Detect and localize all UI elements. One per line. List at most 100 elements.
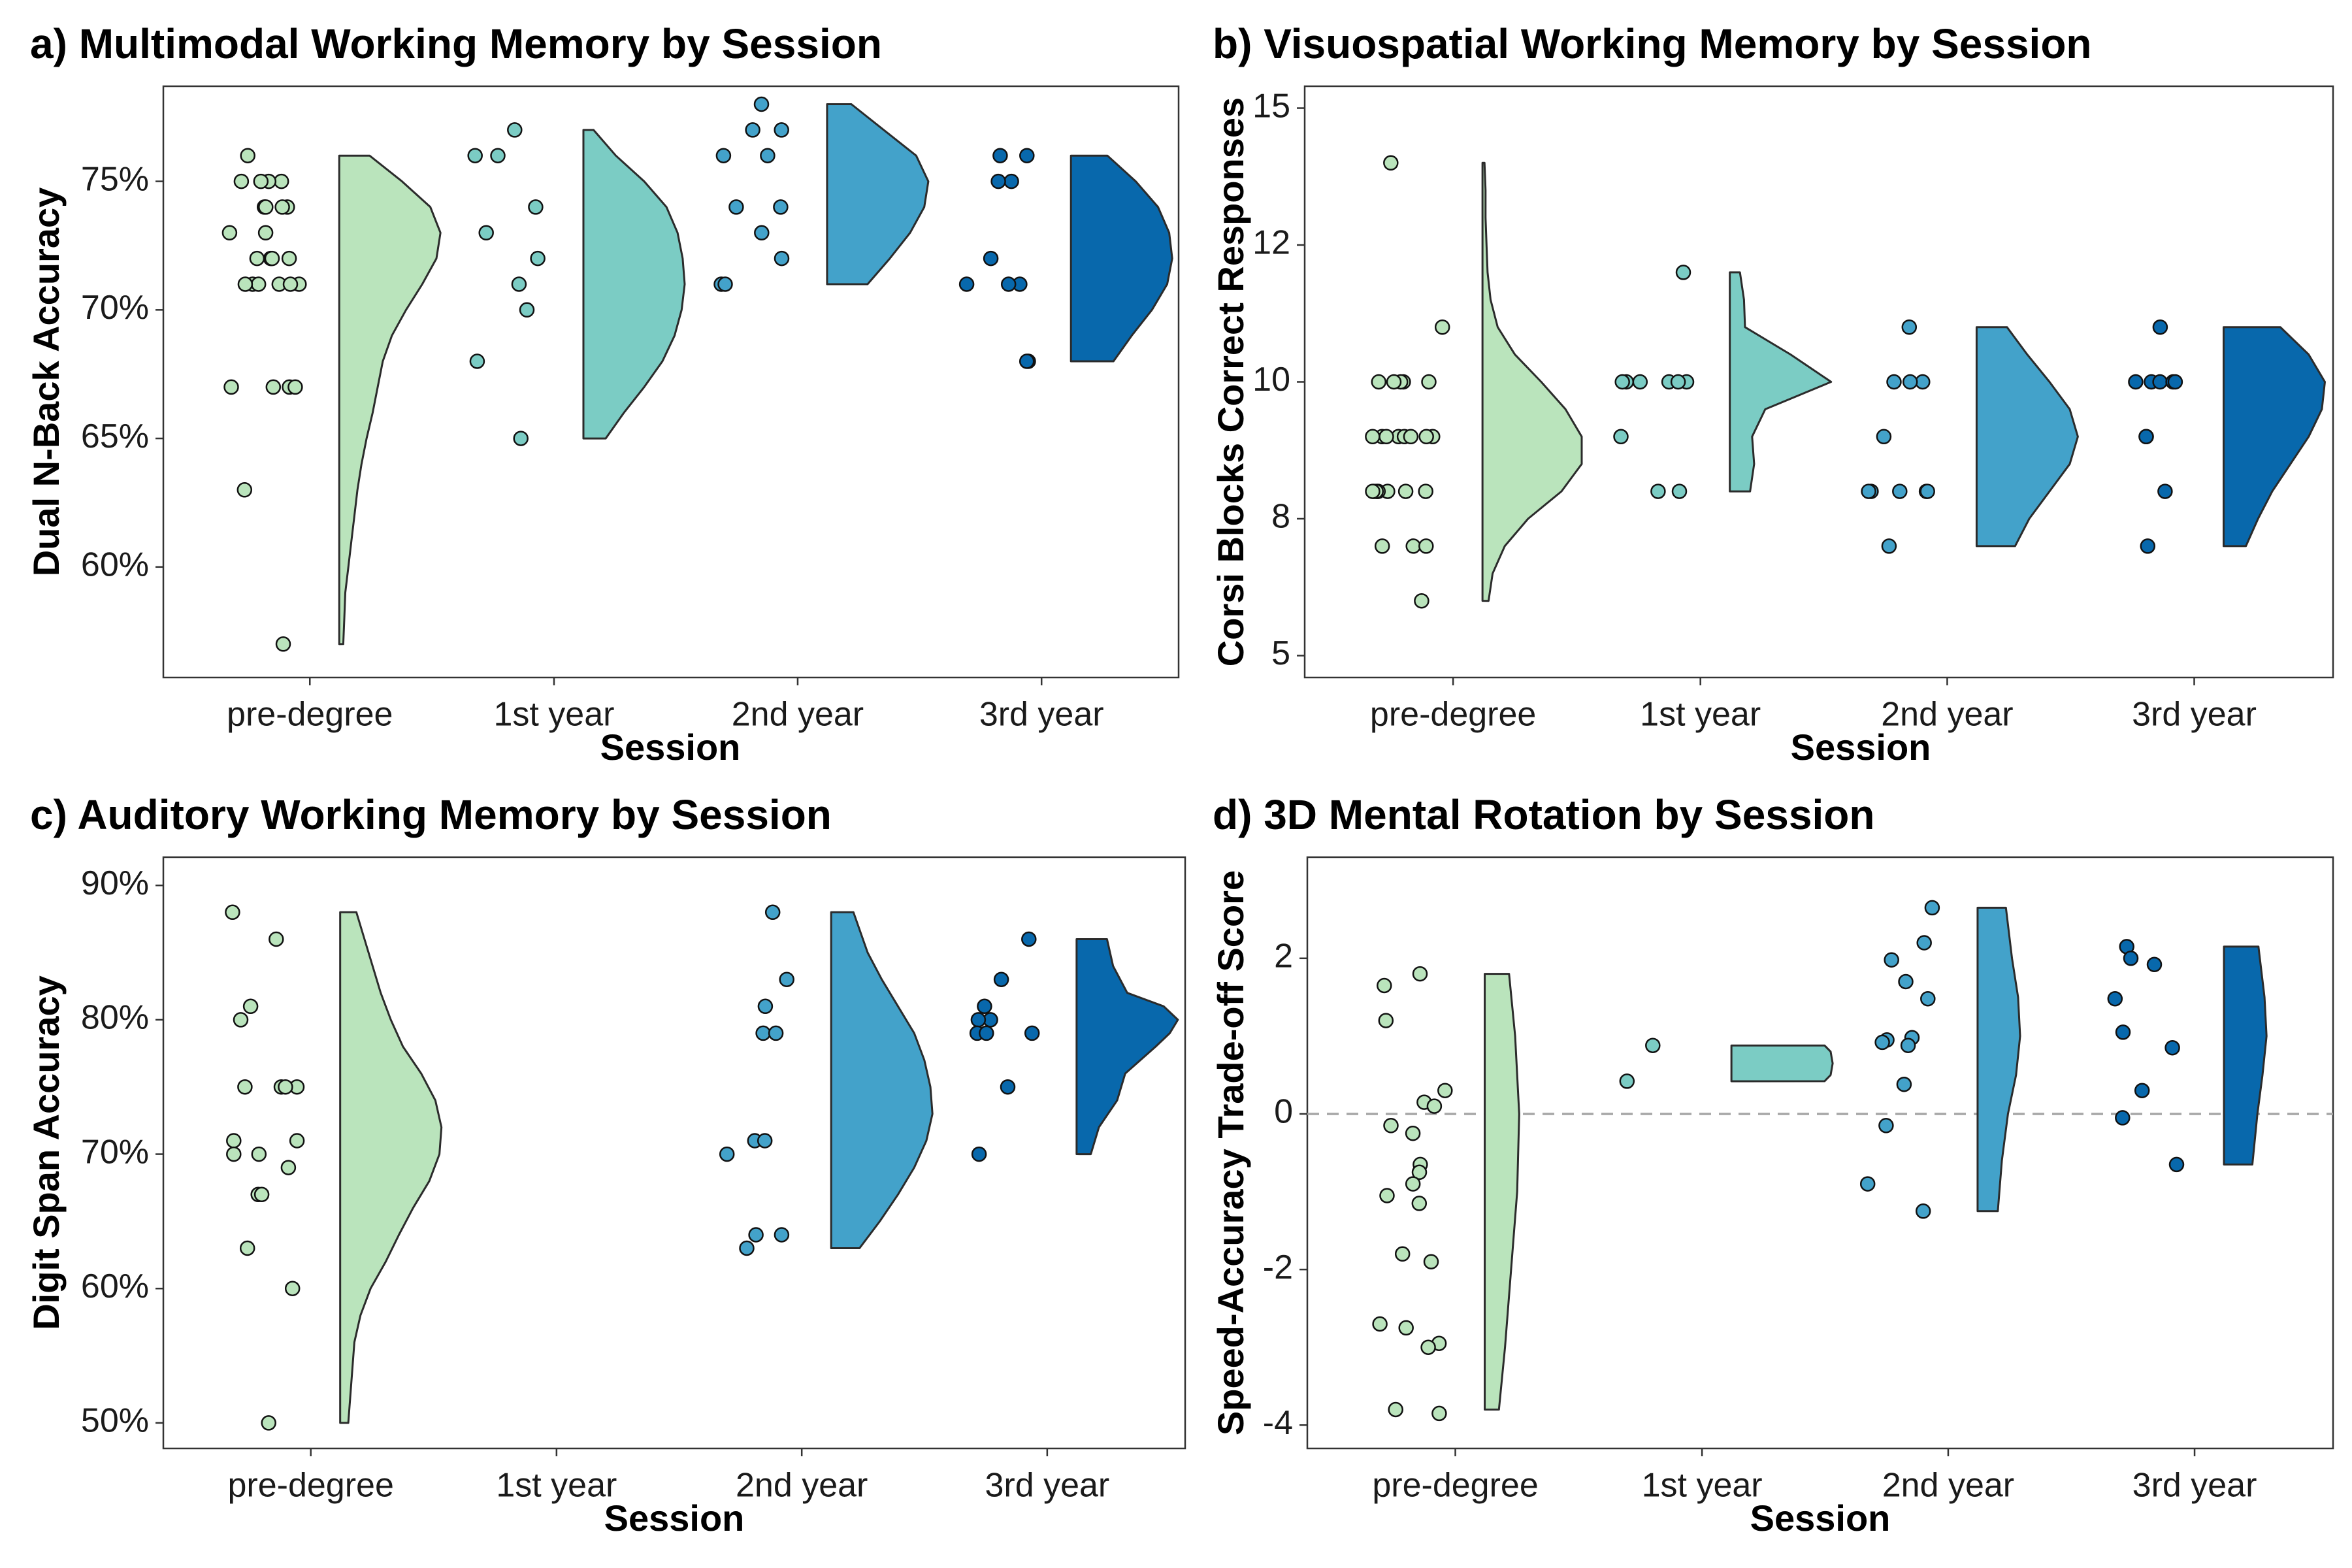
data-point-1st-year	[507, 122, 523, 138]
data-point-2nd-year	[1898, 973, 1914, 990]
data-point-pre-degree	[1379, 1188, 1395, 1203]
data-point-2nd-year	[739, 1240, 755, 1256]
data-point-pre-degree	[284, 1281, 301, 1296]
data-point-pre-degree	[226, 1146, 242, 1162]
data-point-pre-degree	[1374, 538, 1390, 554]
data-point-2nd-year	[1902, 374, 1918, 390]
data-point-3rd-year	[990, 173, 1006, 189]
data-point-2nd-year	[1924, 900, 1940, 916]
data-point-pre-degree	[221, 225, 238, 241]
data-point-pre-degree	[1418, 538, 1434, 554]
y-tick-label: 70%	[81, 289, 149, 327]
data-point-pre-degree	[1397, 483, 1414, 499]
data-point-2nd-year	[1900, 1037, 1916, 1053]
data-point-3rd-year	[2157, 483, 2173, 499]
data-point-3rd-year	[1004, 173, 1019, 189]
data-point-2nd-year	[755, 1025, 771, 1041]
data-point-3rd-year	[1019, 148, 1035, 163]
y-axis-title: Speed-Accuracy Trade-off Score	[1210, 870, 1251, 1435]
x-axis-title: Session	[1791, 727, 1931, 768]
data-point-1st-year	[1675, 265, 1691, 280]
panel-b: b) Visuospatial Working Memory by Sessio…	[1210, 20, 2334, 768]
data-point-1st-year	[490, 148, 506, 163]
data-point-pre-degree	[237, 1079, 253, 1095]
data-point-pre-degree	[1437, 1083, 1453, 1098]
data-point-pre-degree	[258, 199, 274, 215]
data-point-pre-degree	[282, 276, 299, 292]
data-point-2nd-year	[728, 199, 744, 215]
data-point-pre-degree	[225, 904, 240, 921]
data-point-pre-degree	[280, 1160, 297, 1175]
data-point-2nd-year	[719, 1146, 735, 1162]
data-point-2nd-year	[717, 276, 733, 292]
violin-3rd-year	[1075, 938, 1179, 1156]
data-point-3rd-year	[1000, 276, 1017, 292]
data-point-1st-year	[469, 353, 485, 369]
y-tick-label: 0	[1274, 1093, 1293, 1131]
violin-2nd-year	[1976, 906, 2021, 1213]
violin-pre-degree	[338, 154, 442, 645]
x-tick-label: 2nd year	[1882, 1467, 2014, 1505]
plot-frame	[1306, 856, 2334, 1450]
data-point-3rd-year	[2134, 1083, 2150, 1098]
data-point-pre-degree	[1418, 483, 1433, 499]
x-tick-label: 3rd year	[985, 1467, 1109, 1505]
data-point-2nd-year	[1901, 319, 1918, 335]
x-tick-label: 3rd year	[979, 696, 1104, 734]
panel-c: c) Auditory Working Memory by Session 50%…	[25, 791, 1186, 1539]
data-point-pre-degree	[1426, 1098, 1443, 1114]
data-point-3rd-year	[2167, 374, 2183, 390]
data-point-3rd-year	[977, 998, 992, 1015]
data-point-2nd-year	[1878, 1118, 1894, 1134]
data-point-2nd-year	[774, 122, 789, 138]
data-point-2nd-year	[757, 1133, 773, 1149]
plot-frame	[162, 856, 1186, 1450]
data-point-2nd-year	[1916, 935, 1932, 951]
x-tick-label: pre-degree	[227, 1467, 393, 1505]
x-axis-title: Session	[604, 1497, 745, 1539]
data-point-pre-degree	[289, 1133, 305, 1149]
data-point-3rd-year	[2115, 1024, 2131, 1040]
data-point-1st-year	[1645, 1037, 1661, 1053]
y-axis-title: Dual N-Back Accuracy	[25, 188, 67, 577]
data-point-2nd-year	[748, 1227, 764, 1243]
data-point-1st-year	[1632, 374, 1648, 390]
data-point-pre-degree	[1378, 1013, 1394, 1028]
panel-title: d) 3D Mental Rotation by Session	[1213, 791, 1874, 838]
data-point-pre-degree	[251, 1146, 267, 1162]
data-point-1st-year	[530, 250, 546, 267]
data-point-pre-degree	[250, 276, 267, 292]
violin-3rd-year	[2223, 945, 2268, 1166]
x-tick-label: 2nd year	[736, 1467, 868, 1505]
data-point-2nd-year	[764, 904, 781, 921]
data-point-pre-degree	[1421, 374, 1437, 390]
y-tick-label: 70%	[81, 1133, 149, 1171]
data-point-pre-degree	[287, 379, 303, 395]
data-point-pre-degree	[1411, 1196, 1428, 1211]
data-point-pre-degree	[1388, 1401, 1403, 1418]
data-point-pre-degree	[1386, 374, 1402, 390]
x-tick-label: pre-degree	[1370, 696, 1536, 734]
data-point-3rd-year	[970, 1012, 987, 1028]
data-point-pre-degree	[1405, 1125, 1421, 1141]
x-axis-title: Session	[600, 727, 741, 768]
data-point-3rd-year	[2107, 990, 2123, 1007]
data-point-3rd-year	[983, 250, 999, 267]
data-point-pre-degree	[1377, 977, 1392, 994]
data-point-2nd-year	[1920, 990, 1936, 1007]
data-point-3rd-year	[2115, 1110, 2131, 1126]
data-point-2nd-year	[745, 122, 760, 138]
data-point-2nd-year	[774, 1227, 790, 1243]
panel-d: d) 3D Mental Rotation by Session -4 -2 0 2 pr…	[1210, 791, 2334, 1539]
y-tick-label: 2	[1274, 938, 1293, 975]
data-point-pre-degree	[1383, 155, 1399, 171]
x-axis-title: Session	[1750, 1497, 1891, 1539]
data-point-1st-year	[528, 199, 544, 215]
data-point-3rd-year	[958, 276, 975, 292]
data-point-pre-degree	[278, 1079, 293, 1095]
violin-1st-year	[1729, 271, 1833, 493]
data-point-2nd-year	[753, 96, 770, 112]
data-point-pre-degree	[1414, 593, 1429, 609]
data-point-1st-year	[513, 431, 529, 446]
data-point-3rd-year	[2140, 538, 2156, 554]
